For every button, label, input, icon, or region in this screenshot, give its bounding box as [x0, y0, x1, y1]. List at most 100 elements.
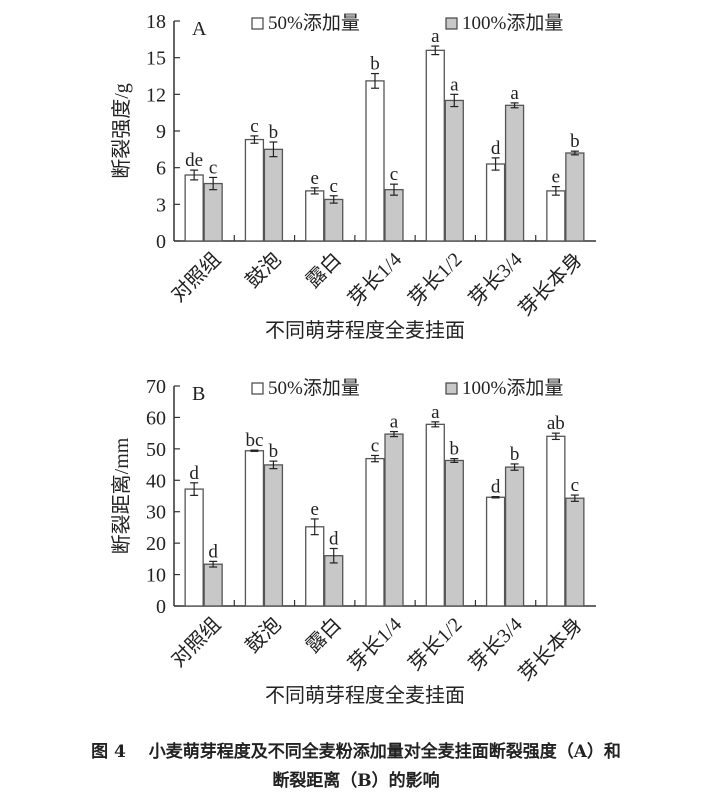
panel-label: B	[192, 383, 205, 405]
caption-line-1: 图 4 小麦萌芽程度及不同全麦粉添加量对全麦挂面断裂强度（A）和	[91, 742, 621, 762]
significance-letter: bc	[245, 430, 263, 451]
significance-letter: c	[571, 475, 579, 496]
y-tick-label: 6	[156, 158, 166, 180]
legend-swatch	[251, 382, 264, 395]
x-axis-label: 不同萌芽程度全麦挂面	[265, 684, 465, 707]
x-tick-label: 芽长本身	[514, 248, 587, 321]
x-tick-label: 芽长3/4	[464, 248, 527, 311]
significance-letter: c	[371, 435, 379, 456]
significance-letter: b	[269, 122, 279, 143]
y-tick-label: 20	[146, 533, 166, 555]
x-tick-label: 露白	[301, 613, 346, 658]
x-tick-label: 鼓泡	[241, 613, 286, 658]
y-tick-label: 40	[146, 470, 166, 492]
significance-letter: b	[510, 444, 520, 465]
y-axis-label: 断裂距离/mm	[110, 437, 133, 554]
bar	[305, 526, 325, 607]
significance-letter: a	[450, 74, 459, 95]
panel-label: A	[192, 18, 207, 40]
x-tick-label: 芽长3/4	[464, 613, 527, 676]
legend-label: 100%添加量	[462, 12, 563, 34]
legend-label: 100%添加量	[462, 377, 563, 399]
x-tick-label: 芽长本身	[514, 613, 587, 686]
significance-letter: e	[310, 168, 318, 189]
y-tick-label: 12	[146, 84, 166, 106]
bar	[263, 148, 284, 242]
significance-letter: d	[208, 541, 218, 562]
y-tick-label: 0	[156, 596, 166, 618]
x-tick-label: 鼓泡	[241, 248, 286, 293]
bar	[244, 450, 265, 607]
y-tick-label: 30	[146, 502, 166, 524]
significance-letter: de	[185, 150, 203, 171]
significance-letter: b	[570, 131, 580, 152]
y-tick-label: 18	[146, 11, 166, 33]
y-axis-label: 断裂强度/g	[110, 83, 133, 179]
bar	[384, 189, 404, 242]
bar	[384, 433, 404, 607]
y-tick-label: 9	[156, 121, 166, 143]
bar	[546, 190, 566, 242]
significance-letter: ab	[547, 413, 565, 434]
significance-letter: b	[370, 54, 380, 75]
legend-swatch	[445, 17, 458, 30]
y-tick-label: 60	[146, 407, 166, 429]
bar	[244, 138, 265, 242]
y-tick-label: 50	[146, 439, 166, 461]
y-tick-label: 0	[156, 231, 166, 253]
x-tick-label: 对照组	[167, 248, 226, 307]
bar	[263, 464, 284, 607]
bar	[184, 174, 204, 242]
chart-panel-B: 0 10 20 30 40 50 60 70 B 断裂距离/mm 50%添加量 100%添加量 d d 对照…	[110, 376, 596, 707]
bar	[504, 466, 525, 607]
bar	[365, 457, 385, 607]
bar	[203, 563, 223, 607]
bar	[565, 152, 585, 242]
bar	[444, 99, 464, 242]
significance-letter: a	[431, 26, 440, 47]
bar	[324, 198, 344, 242]
significance-letter: c	[250, 116, 258, 137]
significance-letter: a	[431, 402, 440, 423]
bar	[203, 182, 223, 242]
significance-letter: b	[269, 441, 279, 462]
x-axis-label: 不同萌芽程度全麦挂面	[265, 319, 465, 342]
y-tick-label: 70	[146, 376, 166, 398]
legend-swatch	[445, 382, 458, 395]
caption-line-2: 断裂距离（B）的影响	[272, 771, 440, 791]
bar	[425, 423, 445, 607]
x-tick-label: 露白	[301, 248, 346, 293]
bar	[565, 497, 585, 607]
bar	[485, 163, 506, 242]
bar	[485, 496, 506, 607]
significance-letter: d	[491, 138, 501, 159]
legend-label: 50%添加量	[268, 377, 360, 399]
significance-letter: c	[390, 164, 398, 185]
significance-letter: d	[491, 477, 501, 498]
x-tick-label: 芽长1/4	[344, 248, 407, 311]
bar	[504, 104, 525, 242]
bar	[444, 459, 464, 607]
significance-letter: a	[510, 83, 519, 104]
x-tick-label: 对照组	[167, 613, 226, 672]
y-tick-label: 15	[146, 48, 166, 70]
y-tick-label: 3	[156, 194, 166, 216]
significance-letter: b	[450, 439, 460, 460]
bar	[546, 435, 566, 607]
significance-letter: a	[390, 412, 399, 433]
significance-letter: d	[189, 463, 199, 484]
x-tick-label: 芽长1/2	[404, 248, 467, 311]
significance-letter: e	[552, 167, 560, 188]
bar	[184, 488, 204, 607]
bar	[365, 80, 385, 242]
significance-letter: c	[329, 176, 337, 197]
bar	[305, 190, 325, 242]
significance-letter: e	[310, 499, 318, 520]
legend-label: 50%添加量	[268, 12, 360, 34]
significance-letter: c	[209, 157, 217, 178]
significance-letter: d	[329, 528, 339, 549]
legend-swatch	[251, 17, 264, 30]
